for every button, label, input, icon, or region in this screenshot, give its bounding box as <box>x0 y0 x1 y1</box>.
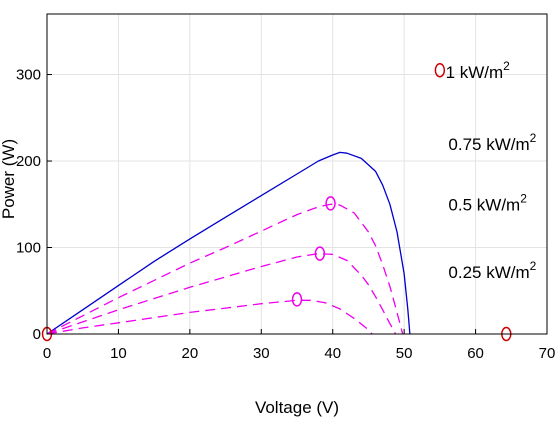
series-layer <box>47 151 411 334</box>
y-axis-title: Power (W) <box>0 139 18 219</box>
y-tick-label: 0 <box>33 326 41 343</box>
mpp-marker-3 <box>291 292 303 307</box>
mpp-marker-2 <box>314 246 326 261</box>
x-tick-label: 60 <box>467 345 484 362</box>
x-tick-label: 0 <box>43 345 51 362</box>
legend-label-1: 0.75 kW/m2 <box>448 131 536 154</box>
x-tick-label: 10 <box>110 345 127 362</box>
legend-layer: 1 kW/m2 0.75 kW/m2 0.5 kW/m2 0.25 kW/m2 <box>446 59 537 282</box>
tick-layer: 0 10 20 30 40 50 60 70 0 100 200 300 <box>16 67 555 362</box>
series-line-3 <box>47 299 373 334</box>
y-tick-label: 300 <box>16 67 41 84</box>
x-tick-label: 70 <box>539 345 556 362</box>
extra-marker-2 <box>434 62 446 78</box>
x-tick-label: 40 <box>324 345 341 362</box>
x-axis-title: Voltage (V) <box>255 398 339 417</box>
plot-frame <box>46 13 548 335</box>
y-tick-label: 100 <box>16 240 41 257</box>
x-tick-label: 50 <box>396 345 413 362</box>
x-tick-label: 30 <box>253 345 270 362</box>
series-line-1 <box>47 203 404 334</box>
legend-label-2: 0.5 kW/m2 <box>448 191 527 214</box>
series-line-0 <box>47 151 411 334</box>
series-line-2 <box>47 252 397 334</box>
legend-label-3: 0.25 kW/m2 <box>448 259 536 282</box>
y-tick-label: 200 <box>16 153 41 170</box>
mpp-marker-1 <box>325 196 336 211</box>
x-tick-label: 20 <box>182 345 199 362</box>
legend-label-0: 1 kW/m2 <box>446 59 511 82</box>
